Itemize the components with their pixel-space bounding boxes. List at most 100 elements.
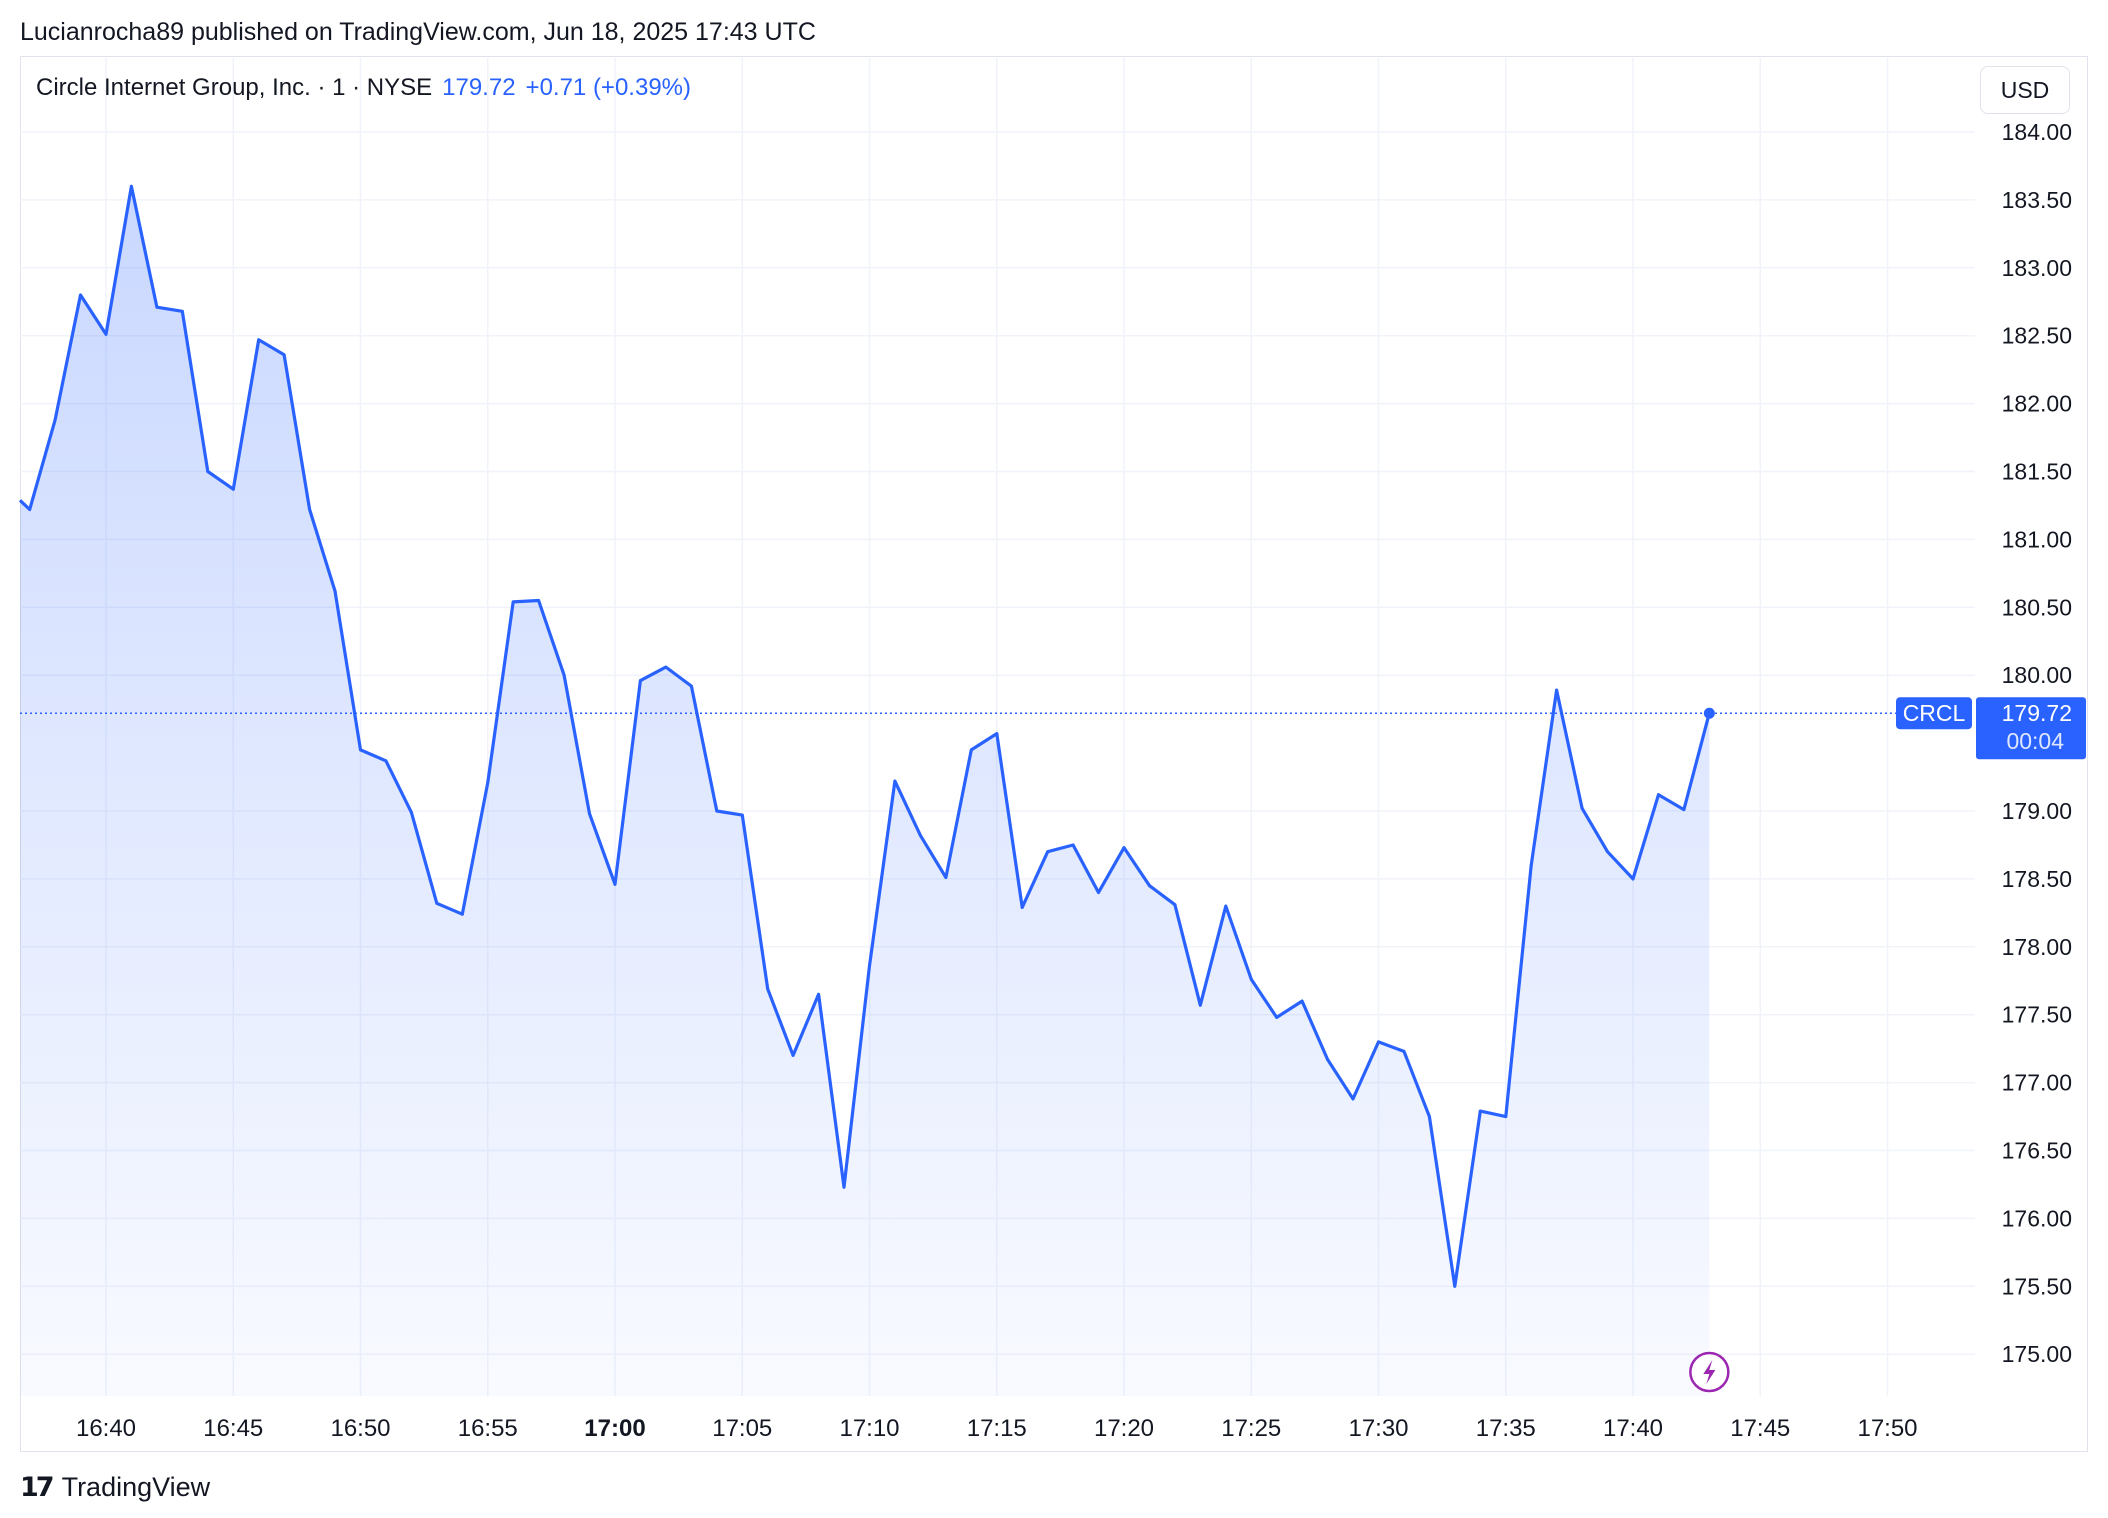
data-point bbox=[664, 665, 668, 669]
price-tag-value: 179.72 bbox=[2002, 700, 2072, 726]
data-point bbox=[969, 748, 973, 752]
data-point bbox=[1173, 903, 1177, 907]
tradingview-brand-text: TradingView bbox=[61, 1472, 211, 1502]
data-point bbox=[1682, 808, 1686, 811]
data-point bbox=[486, 781, 490, 784]
data-point bbox=[1020, 906, 1024, 909]
data-point bbox=[257, 338, 261, 342]
legend-price: 179.72 bbox=[442, 74, 516, 101]
data-point bbox=[231, 487, 235, 491]
data-point bbox=[1453, 1284, 1457, 1288]
currency-button[interactable]: USD bbox=[1980, 66, 2070, 114]
price-series bbox=[18, 184, 1715, 1396]
x-tick-label: 17:50 bbox=[1857, 1415, 1917, 1442]
data-point bbox=[1428, 1115, 1431, 1118]
data-point bbox=[1046, 850, 1050, 854]
y-tick-label: 177.00 bbox=[2002, 1070, 2072, 1096]
data-point bbox=[1377, 1040, 1380, 1044]
y-tick-label: 178.50 bbox=[2002, 866, 2072, 892]
x-tick-label: 17:30 bbox=[1348, 1415, 1408, 1442]
data-point bbox=[740, 813, 744, 817]
ticker-tag bbox=[1896, 697, 1972, 730]
data-point bbox=[613, 882, 617, 886]
data-point bbox=[333, 589, 337, 593]
data-point bbox=[1478, 1109, 1482, 1113]
ticker-tag-label: CRCL bbox=[1903, 700, 1966, 726]
data-point bbox=[562, 673, 566, 677]
data-point bbox=[639, 679, 642, 682]
data-point bbox=[1224, 904, 1228, 908]
tradingview-logo[interactable]: 17 TradingView bbox=[20, 1472, 210, 1503]
data-point bbox=[384, 759, 388, 763]
price-tag bbox=[1976, 697, 2086, 760]
y-tick-label: 176.50 bbox=[2002, 1138, 2072, 1164]
x-axis: 16:40 16:45 16:50 16:55 17:00 17:05 17:10 17:15… bbox=[76, 1415, 1918, 1442]
data-point bbox=[130, 184, 133, 188]
data-point bbox=[995, 732, 999, 735]
data-point bbox=[919, 834, 922, 837]
data-point bbox=[1071, 843, 1075, 847]
y-tick-label: 182.50 bbox=[2002, 323, 2072, 349]
data-point bbox=[180, 309, 184, 313]
y-axis: 184.00 183.50 183.00 182.50 182.00 181.50 181.… bbox=[2002, 119, 2072, 1367]
data-point bbox=[690, 684, 693, 688]
legend-change: +0.71 (+0.39%) bbox=[525, 74, 691, 101]
y-tick-label: 178.00 bbox=[2002, 934, 2072, 960]
y-tick-label: 179.00 bbox=[2002, 798, 2072, 824]
x-tick-label: 17:45 bbox=[1730, 1415, 1790, 1442]
data-point bbox=[893, 779, 897, 783]
data-point bbox=[460, 912, 464, 916]
x-tick-label: 16:55 bbox=[458, 1415, 518, 1442]
data-point bbox=[1529, 863, 1533, 867]
y-tick-label: 181.50 bbox=[2002, 459, 2072, 485]
x-tick-label: 17:25 bbox=[1221, 1415, 1281, 1442]
data-point bbox=[537, 599, 540, 602]
data-point bbox=[1275, 1016, 1279, 1019]
data-point bbox=[715, 809, 719, 813]
data-point bbox=[842, 1185, 846, 1189]
x-tick-label: 16:45 bbox=[203, 1415, 263, 1442]
data-point bbox=[1148, 884, 1151, 888]
data-point bbox=[308, 508, 311, 511]
y-tick-label: 175.00 bbox=[2002, 1341, 2072, 1367]
data-point bbox=[206, 470, 210, 473]
data-point bbox=[1097, 891, 1100, 894]
x-tick-label: 17:05 bbox=[712, 1415, 772, 1442]
data-point bbox=[79, 293, 82, 297]
area-fill bbox=[20, 186, 1710, 1396]
data-point bbox=[817, 992, 820, 996]
data-point bbox=[1606, 850, 1609, 854]
data-point bbox=[104, 332, 108, 336]
data-point bbox=[1402, 1050, 1406, 1053]
symbol-legend[interactable]: Circle Internet Group, Inc. · 1 · NYSE 17… bbox=[36, 74, 691, 102]
y-tick-label: 181.00 bbox=[2002, 526, 2072, 552]
y-tick-label: 184.00 bbox=[2002, 119, 2072, 145]
data-point bbox=[944, 876, 948, 879]
data-point bbox=[359, 748, 362, 752]
publisher-caption: Lucianrocha89 published on TradingView.c… bbox=[20, 18, 816, 46]
data-point bbox=[1657, 793, 1660, 797]
data-point bbox=[588, 812, 591, 816]
symbol-name: Circle Internet Group, Inc. · 1 · NYSE bbox=[36, 74, 433, 101]
data-point bbox=[28, 508, 32, 511]
x-tick-label: 16:50 bbox=[330, 1415, 390, 1442]
data-point bbox=[1504, 1115, 1508, 1118]
y-tick-label: 183.00 bbox=[2002, 255, 2072, 281]
data-point bbox=[410, 811, 413, 814]
x-tick-label: 17:00 bbox=[584, 1415, 645, 1442]
data-point bbox=[511, 600, 515, 604]
lightning-bolt-icon bbox=[1703, 1360, 1716, 1384]
data-point bbox=[1580, 806, 1584, 810]
y-tick-label: 177.50 bbox=[2002, 1002, 2072, 1028]
x-tick-label: 17:10 bbox=[839, 1415, 899, 1442]
x-tick-label: 17:40 bbox=[1603, 1415, 1663, 1442]
data-point bbox=[155, 305, 159, 309]
y-tick-label: 180.00 bbox=[2002, 662, 2072, 688]
y-tick-label: 182.00 bbox=[2002, 391, 2072, 417]
y-tick-label: 176.00 bbox=[2002, 1205, 2072, 1231]
data-point bbox=[1555, 688, 1558, 692]
data-point bbox=[1326, 1058, 1329, 1061]
y-tick-label: 183.50 bbox=[2002, 187, 2072, 213]
